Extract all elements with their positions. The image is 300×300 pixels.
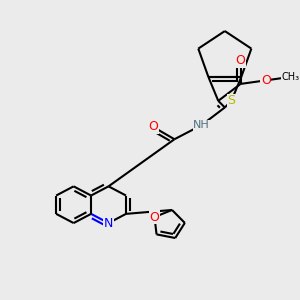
Text: S: S <box>227 94 236 107</box>
Text: NH: NH <box>193 120 210 130</box>
Text: O: O <box>150 211 160 224</box>
Text: N: N <box>104 217 113 230</box>
Text: O: O <box>261 74 271 87</box>
Text: O: O <box>236 55 245 68</box>
Text: O: O <box>148 120 158 134</box>
Text: CH₃: CH₃ <box>282 72 300 82</box>
